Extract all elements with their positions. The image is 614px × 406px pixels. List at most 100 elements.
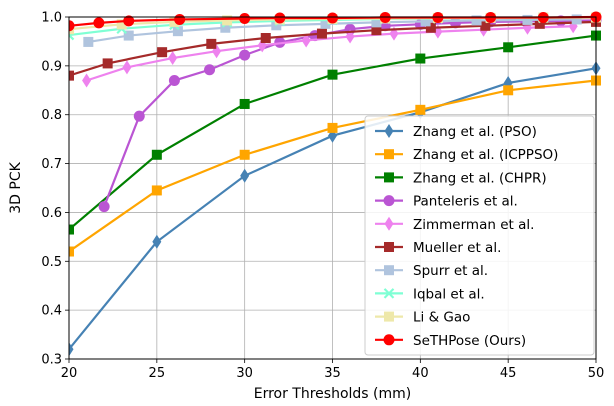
legend-label: Spurr et al.: [413, 263, 488, 279]
data-point: [320, 18, 331, 29]
legend-item: SeTHPose (Ours): [375, 333, 526, 349]
data-point: [98, 201, 110, 213]
legend-marker: [383, 195, 395, 207]
x-axis-label: Error Thresholds (mm): [254, 386, 412, 402]
legend-item: Spurr et al.: [375, 263, 488, 279]
legend-item: Zhang et al. (PSO): [375, 124, 537, 140]
legend-marker: [383, 334, 395, 346]
data-point: [534, 18, 545, 29]
legend-item: Panteleris et al.: [375, 194, 518, 210]
series-layer: [69, 11, 602, 357]
data-point: [122, 60, 132, 75]
data-point: [301, 33, 311, 48]
axis-layer: 20 25 30 35 40 45 50 0.3 0.4 0.5 0.6 0.7 0.8 0.9 1.0 Er…: [8, 11, 604, 403]
data-point: [82, 73, 92, 88]
data-point: [571, 14, 582, 25]
data-point: [327, 122, 338, 133]
data-point: [415, 53, 426, 64]
data-point: [102, 58, 113, 69]
y-tick-label: 0.3: [41, 353, 62, 368]
data-point: [327, 12, 338, 24]
legend-marker: [384, 265, 394, 276]
legend-marker: [384, 311, 394, 322]
data-point: [69, 342, 74, 357]
legend-box: [364, 115, 595, 356]
data-point: [69, 70, 74, 81]
data-point: [222, 15, 233, 26]
x-tick-label: 35: [324, 366, 341, 381]
y-tick-label: 0.4: [41, 304, 62, 319]
data-point: [480, 20, 491, 31]
legend: Zhang et al. (PSO) Zhang et al. (ICPPSO) Z…: [364, 115, 595, 356]
data-point: [206, 38, 217, 49]
data-point: [152, 234, 162, 249]
data-point: [503, 42, 514, 53]
data-point: [239, 49, 251, 61]
y-axis-label: 3D PCK: [8, 161, 24, 213]
x-tick-label: 30: [236, 366, 253, 381]
data-point: [172, 26, 183, 37]
legend-label: Iqbal et al.: [413, 286, 485, 302]
data-point: [69, 224, 74, 235]
legend-marker: [384, 216, 394, 231]
data-point: [327, 69, 338, 80]
data-point: [371, 17, 382, 28]
data-point: [260, 33, 271, 44]
legend-label: Zhang et al. (PSO): [413, 124, 537, 140]
data-point: [204, 64, 216, 76]
y-tick-label: 0.6: [41, 206, 62, 221]
x-tick-label: 45: [500, 366, 517, 381]
data-point: [425, 22, 436, 33]
legend-marker: [383, 288, 395, 299]
x-tick-label: 40: [412, 366, 429, 381]
data-point: [83, 36, 94, 47]
legend-item: Iqbal et al.: [375, 286, 485, 302]
data-point: [239, 98, 250, 109]
data-point: [69, 20, 75, 32]
data-point: [168, 75, 180, 87]
legend-item: Zhang et al. (ICPPSO): [375, 147, 558, 163]
series-line: [86, 25, 574, 82]
data-point: [174, 13, 186, 25]
legend-label: Panteleris et al.: [413, 194, 518, 210]
y-tick-label: 0.9: [41, 59, 62, 74]
legend-item: Li & Gao: [375, 310, 470, 326]
data-point: [420, 16, 431, 27]
y-tick-label: 0.7: [41, 157, 62, 172]
legend-label: SeTHPose (Ours): [413, 333, 526, 349]
y-tick-label: 0.8: [41, 108, 62, 123]
data-point: [116, 19, 127, 30]
data-point: [157, 47, 168, 58]
legend-item: Mueller et al.: [375, 240, 501, 256]
data-point: [371, 25, 382, 36]
data-point: [503, 85, 514, 96]
data-point: [133, 110, 145, 122]
data-point: [151, 185, 162, 196]
legend-label: Mueller et al.: [413, 240, 501, 256]
data-point: [471, 15, 482, 26]
legend-label: Li & Gao: [413, 310, 470, 326]
x-tick-label: 50: [588, 366, 605, 381]
data-point: [69, 246, 74, 257]
data-point: [316, 28, 327, 39]
data-point: [522, 14, 533, 25]
data-point: [151, 149, 162, 160]
data-point: [168, 51, 178, 66]
data-point: [415, 104, 426, 115]
y-tick-label: 0.5: [41, 255, 62, 270]
legend-marker: [384, 124, 394, 138]
data-point: [169, 16, 180, 27]
data-point: [274, 12, 286, 24]
x-tick-label: 25: [149, 366, 166, 381]
x-tick-label: 20: [61, 366, 78, 381]
data-point: [220, 22, 231, 33]
data-point: [123, 15, 135, 27]
legend-item: Zhang et al. (CHPR): [375, 170, 547, 186]
data-point: [123, 30, 134, 41]
legend-label: Zhang et al. (ICPPSO): [413, 147, 558, 163]
data-point: [239, 149, 250, 160]
legend-marker: [384, 149, 394, 160]
legend-marker: [384, 172, 394, 183]
